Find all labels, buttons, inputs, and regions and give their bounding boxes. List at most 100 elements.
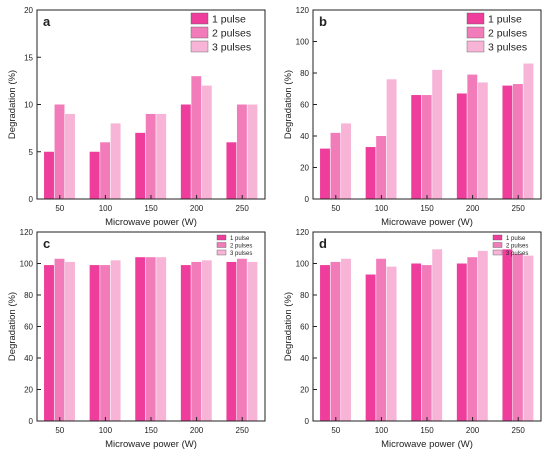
bar-c-s1-50 xyxy=(44,265,54,421)
bar-c-s1-150 xyxy=(135,257,146,421)
bar-c-s3-150 xyxy=(156,257,167,421)
panel-d: 0 20 40 60 80 100 120 50 100 150 200 250 Microwave p… xyxy=(283,228,542,450)
x-axis-title: Microwave power (W) xyxy=(381,439,473,450)
y-axis-title: Degradation (%) xyxy=(7,292,18,361)
x-tick-label: 150 xyxy=(144,204,158,213)
y-tick-label: 0 xyxy=(305,195,310,204)
y-tick-label: 120 xyxy=(296,6,310,15)
legend-swatch xyxy=(190,12,209,25)
x-axis-title: Microwave power (W) xyxy=(381,217,473,228)
bar-c-s3-50 xyxy=(65,261,75,421)
bar-b-s1-50 xyxy=(320,148,330,199)
y-tick-label: 40 xyxy=(24,354,33,363)
legend-label: 3 pulses xyxy=(212,42,251,54)
bar-c-s2-100 xyxy=(100,265,111,421)
bar-b-s3-250 xyxy=(523,63,534,199)
legend-swatch xyxy=(492,249,503,256)
y-tick-label: 100 xyxy=(20,260,34,269)
bar-a-s3-200 xyxy=(201,85,212,199)
y-axis-title: Degradation (%) xyxy=(283,70,294,139)
bar-a-s2-200 xyxy=(191,76,202,199)
x-tick-label: 100 xyxy=(375,426,389,435)
legend-swatch xyxy=(216,242,227,248)
legend-swatch xyxy=(466,26,485,39)
x-tick-label: 150 xyxy=(420,426,434,435)
y-tick-label: 5 xyxy=(29,148,34,157)
bar-d-s1-150 xyxy=(411,263,422,421)
bar-b-s1-100 xyxy=(365,147,376,199)
x-tick-label: 50 xyxy=(55,426,64,435)
panel-label: b xyxy=(319,14,327,29)
bar-a-s2-150 xyxy=(145,113,156,199)
legend-swatch xyxy=(216,234,227,241)
y-tick-label: 80 xyxy=(300,291,309,300)
bar-a-s2-100 xyxy=(100,142,111,199)
x-tick-label: 250 xyxy=(236,204,250,213)
y-tick-label: 40 xyxy=(300,132,309,141)
bar-a-s1-150 xyxy=(135,132,146,199)
x-axis-title: Microwave power (W) xyxy=(105,217,197,228)
legend-label: 2 pulses xyxy=(212,28,251,40)
bar-a-s3-150 xyxy=(156,113,167,199)
y-tick-label: 0 xyxy=(29,195,34,204)
x-tick-label: 150 xyxy=(144,426,158,435)
x-tick-label: 100 xyxy=(375,204,389,213)
y-tick-label: 40 xyxy=(300,354,309,363)
legend-label: 3 pulses xyxy=(506,251,528,257)
bar-d-s2-200 xyxy=(467,257,478,421)
legend-swatch xyxy=(466,12,485,25)
panel-a: 0 5 10 15 20 50 100 150 200 250 Microwave power (W… xyxy=(7,6,266,228)
x-tick-label: 50 xyxy=(331,426,340,435)
bar-b-s3-150 xyxy=(432,69,443,199)
legend-label: 1 pulse xyxy=(506,236,526,242)
bar-c-s3-200 xyxy=(201,260,212,421)
y-tick-label: 100 xyxy=(296,38,310,47)
legend-swatch xyxy=(466,40,485,53)
x-axis-title: Microwave power (W) xyxy=(105,439,197,450)
bar-c-s2-50 xyxy=(54,258,65,421)
legend-label: 3 pulses xyxy=(230,251,252,257)
bar-b-s2-100 xyxy=(376,136,387,199)
bar-a-s1-100 xyxy=(89,151,100,199)
bar-d-s3-150 xyxy=(432,249,443,421)
y-tick-label: 20 xyxy=(24,6,33,15)
y-tick-label: 60 xyxy=(300,101,309,110)
x-tick-label: 250 xyxy=(512,204,526,213)
y-tick-label: 80 xyxy=(24,291,33,300)
legend-label: 1 pulse xyxy=(488,14,522,26)
y-tick-label: 120 xyxy=(296,228,310,237)
bar-a-s2-250 xyxy=(236,104,247,199)
bar-c-s1-100 xyxy=(89,265,100,421)
bar-c-s2-200 xyxy=(191,261,202,421)
bar-b-s2-50 xyxy=(330,132,341,199)
bar-c-s2-250 xyxy=(236,258,247,421)
bar-a-s1-200 xyxy=(180,104,191,199)
y-tick-label: 120 xyxy=(20,228,34,237)
x-tick-label: 50 xyxy=(55,204,64,213)
legend-swatch xyxy=(492,242,503,248)
panel-c: 0 20 40 60 80 100 120 50 100 150 200 250 Microwave p… xyxy=(7,228,266,450)
bar-c-s3-100 xyxy=(110,260,121,421)
bar-d-s1-100 xyxy=(365,274,376,421)
legend-swatch xyxy=(492,234,503,241)
bar-b-s2-250 xyxy=(512,84,523,199)
legend-label: 2 pulses xyxy=(506,243,528,249)
bar-d-s3-200 xyxy=(477,250,488,421)
y-tick-label: 20 xyxy=(300,164,309,173)
x-tick-label: 150 xyxy=(420,204,434,213)
legend-label: 3 pulses xyxy=(488,42,527,54)
bar-d-s3-50 xyxy=(341,258,351,421)
bar-d-s1-250 xyxy=(502,249,513,421)
y-tick-label: 20 xyxy=(24,386,33,395)
bar-b-s3-50 xyxy=(341,123,351,199)
bar-d-s2-150 xyxy=(421,265,432,421)
bar-b-s2-150 xyxy=(421,95,432,199)
bar-d-s2-250 xyxy=(512,254,523,421)
x-tick-label: 100 xyxy=(99,426,113,435)
panel-label: a xyxy=(43,14,51,29)
bar-b-s1-250 xyxy=(502,85,513,199)
bar-a-s1-250 xyxy=(226,142,237,199)
